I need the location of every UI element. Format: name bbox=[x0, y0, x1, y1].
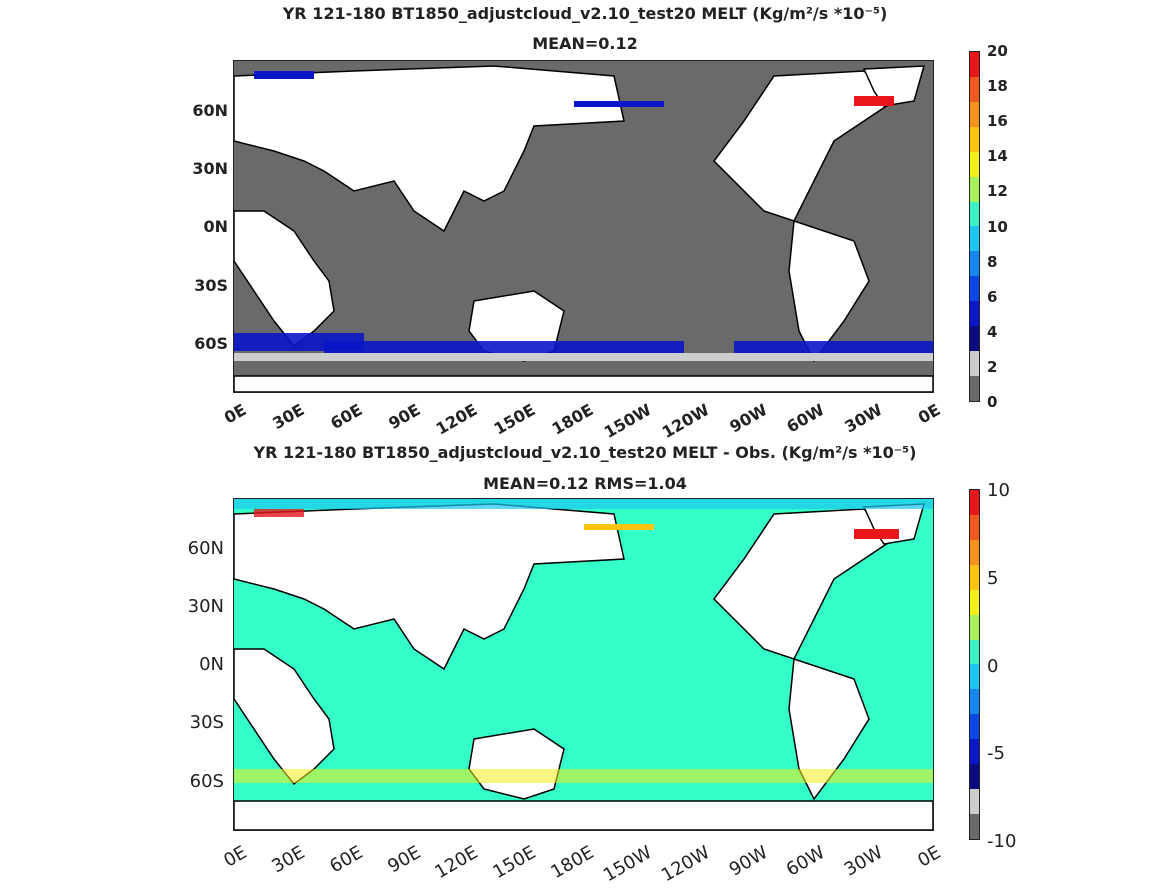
top-map-canvas bbox=[234, 61, 933, 392]
top-lat-30n: 30N bbox=[192, 159, 228, 178]
top-colorbar-tick: 10 bbox=[987, 217, 1008, 236]
top-lon-label: 120W bbox=[658, 400, 713, 442]
top-lon-label: 90W bbox=[725, 400, 770, 437]
bottom-lon-label: 120W bbox=[657, 842, 714, 887]
bottom-lon-label: 60W bbox=[783, 842, 829, 881]
bottom-lon-label: 0E bbox=[914, 842, 945, 872]
melt-bands bbox=[234, 71, 933, 361]
top-lon-label: 0E bbox=[914, 400, 944, 428]
top-colorbar-tick: 2 bbox=[987, 357, 998, 376]
bottom-lon-label: 0E bbox=[220, 842, 251, 872]
bottom-lon-label: 60E bbox=[325, 842, 367, 878]
bottom-colorbar-tick: 0 bbox=[987, 655, 999, 677]
top-lon-label: 60E bbox=[326, 400, 366, 434]
top-lat-0n: 0N bbox=[203, 217, 228, 236]
diff-bands bbox=[234, 499, 933, 783]
bottom-colorbar bbox=[969, 489, 980, 840]
bottom-lon-label: 90E bbox=[383, 842, 424, 878]
bottom-lon-label: 150W bbox=[599, 842, 656, 887]
top-lon-label: 150W bbox=[600, 400, 655, 442]
bottom-title-line2: MEAN=0.12 RMS=1.04 bbox=[483, 474, 687, 493]
top-map bbox=[233, 60, 934, 393]
bottom-colorbar-tick: 10 bbox=[987, 480, 1010, 501]
bottom-lat-60s: 60S bbox=[189, 771, 224, 792]
bottom-title-line1: YR 121-180 BT1850_adjustcloud_v2.10_test… bbox=[253, 443, 917, 462]
top-lat-30s: 30S bbox=[194, 276, 228, 295]
bottom-map bbox=[233, 498, 934, 831]
bottom-lon-label: 180E bbox=[547, 842, 598, 884]
top-colorbar-tick: 8 bbox=[987, 252, 998, 271]
bottom-lat-30s: 30S bbox=[189, 712, 224, 733]
bottom-lon-label: 30W bbox=[840, 842, 887, 881]
top-colorbar-tick: 4 bbox=[987, 322, 998, 341]
bottom-colorbar-tick: 5 bbox=[987, 567, 999, 589]
bottom-lon-label: 150E bbox=[489, 842, 540, 884]
top-lat-60s: 60S bbox=[194, 334, 228, 353]
land bbox=[234, 503, 933, 830]
bottom-lon-label: 90W bbox=[725, 842, 771, 881]
top-lon-label: 30E bbox=[269, 400, 308, 434]
top-colorbar-tick: 0 bbox=[987, 393, 998, 411]
top-colorbar-tick: 6 bbox=[987, 287, 998, 306]
top-lon-label: 90E bbox=[384, 400, 423, 434]
top-colorbar-tick: 18 bbox=[987, 77, 1008, 96]
top-colorbar-tick: 16 bbox=[987, 112, 1008, 131]
top-title-line2: MEAN=0.12 bbox=[532, 34, 638, 53]
bottom-lat-0n: 0N bbox=[199, 654, 224, 675]
bottom-lon-label: 30E bbox=[268, 842, 309, 878]
top-colorbar bbox=[969, 51, 980, 402]
bottom-colorbar-tick: -5 bbox=[987, 743, 1005, 765]
top-title-line1: YR 121-180 BT1850_adjustcloud_v2.10_test… bbox=[282, 4, 888, 23]
top-lat-60n: 60N bbox=[192, 101, 228, 120]
top-lon-label: 0E bbox=[220, 400, 250, 428]
bottom-lat-30n: 30N bbox=[187, 596, 224, 617]
bottom-colorbar-tick: -10 bbox=[987, 831, 1017, 852]
bottom-lat-60n: 60N bbox=[187, 538, 224, 559]
bottom-lon-label: 120E bbox=[431, 842, 482, 884]
top-lon-label: 150E bbox=[490, 400, 539, 439]
top-lon-label: 180E bbox=[548, 400, 597, 439]
top-colorbar-tick: 14 bbox=[987, 147, 1008, 166]
top-lon-label: 120E bbox=[432, 400, 481, 439]
top-lon-label: 60W bbox=[783, 400, 828, 437]
top-lon-label: 30W bbox=[841, 400, 886, 437]
top-colorbar-tick: 12 bbox=[987, 182, 1008, 201]
land bbox=[234, 65, 933, 392]
bottom-map-canvas bbox=[234, 499, 933, 830]
top-colorbar-tick: 20 bbox=[987, 42, 1008, 60]
